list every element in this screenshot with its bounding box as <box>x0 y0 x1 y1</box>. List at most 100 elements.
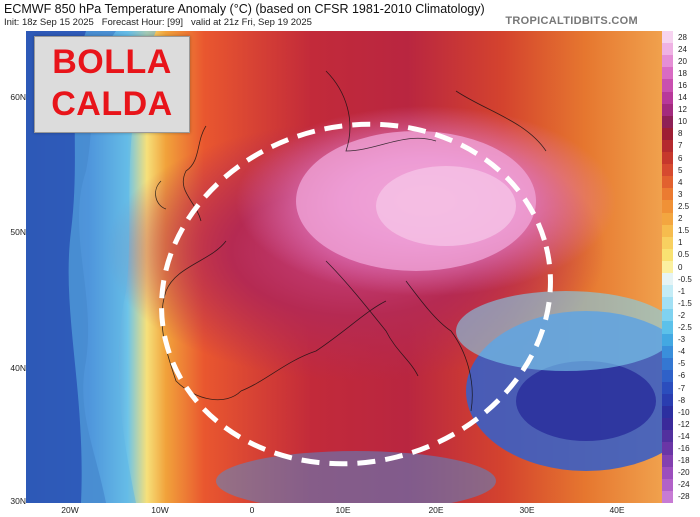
colorbar-tick-label: 2.5 <box>678 201 690 211</box>
colorbar-tick-label: -2.5 <box>678 323 692 332</box>
map-header: ECMWF 850 hPa Temperature Anomaly (°C) (… <box>0 0 700 30</box>
colorbar-segment <box>662 224 673 238</box>
colorbar-segment <box>662 200 673 214</box>
colorbar-segment <box>662 490 673 504</box>
colorbar-segment <box>662 442 673 456</box>
lon-label-10e: 10E <box>335 505 351 515</box>
map-graphics <box>26 31 662 503</box>
colorbar-tick-label: -2 <box>678 310 686 320</box>
sahara-cool <box>216 451 496 503</box>
colorbar-segment <box>662 260 673 274</box>
lon-label-20e: 20E <box>428 505 444 515</box>
colorbar-tick-label: -1.5 <box>678 298 692 308</box>
colorbar-segment <box>662 345 673 359</box>
colorbar-tick-label: 2 <box>678 214 683 224</box>
colorbar-segment <box>662 406 673 419</box>
colorbar-tick-label: 18 <box>678 68 687 78</box>
colorbar-tick-label: 10 <box>678 117 687 127</box>
east-cold-core <box>516 361 656 441</box>
lon-label-10w: 10W <box>151 505 169 515</box>
forecast-hour: Forecast Hour: [99] <box>101 17 184 28</box>
bolla-calda-label: BOLLA CALDA <box>34 36 190 133</box>
colorbar-segment <box>662 430 673 443</box>
colorbar-tick-label: 16 <box>678 80 687 90</box>
valid-time: valid at 21z Fri, Sep 19 2025 <box>190 17 312 28</box>
atlantic-cool-band <box>68 31 156 503</box>
colorbar-segment <box>662 127 673 141</box>
colorbar-tick-label: 20 <box>678 56 687 66</box>
hot-bubble-outline <box>159 121 553 467</box>
colorbar-segment <box>662 478 673 492</box>
colorbar-tick-label: -3 <box>678 335 686 345</box>
overlay-line-2: CALDA <box>51 85 173 123</box>
colorbar-segment <box>662 236 673 250</box>
east-cool-ring <box>456 291 662 371</box>
colorbar-segment <box>662 164 673 177</box>
colorbar-segment <box>662 188 673 201</box>
colorbar-segment <box>662 394 673 407</box>
colorbar-segment <box>662 381 673 395</box>
colorbar-segment <box>662 309 673 322</box>
lon-label-30e: 30E <box>519 505 535 515</box>
colorbar-tick-label: -6 <box>678 371 686 381</box>
lat-label-40n: 40N <box>10 363 26 373</box>
colorbar-tick-label: 28 <box>678 32 687 42</box>
colorbar-segment <box>662 79 673 92</box>
colorbar-segment <box>662 152 673 165</box>
colorbar-tick-label: 5 <box>678 165 683 175</box>
warm-core-inner <box>376 166 516 246</box>
colorbar-tick-label: -0.5 <box>678 274 692 284</box>
colorbar-tick-label: -7 <box>678 383 686 393</box>
colorbar-segment <box>662 248 673 262</box>
colorbar-segment <box>662 43 673 56</box>
colorbar-tick-label: 3 <box>678 189 683 199</box>
map-title: ECMWF 850 hPa Temperature Anomaly (°C) (… <box>4 2 485 16</box>
colorbar-tick-label: -20 <box>678 468 690 478</box>
colorbar-segment <box>662 139 673 153</box>
colorbar-tick-label: -14 <box>678 431 690 441</box>
colorbar-tick-label: -18 <box>678 456 690 466</box>
colorbar-segment <box>662 103 673 117</box>
overlay-line-1: BOLLA <box>52 43 172 81</box>
colorbar-segment <box>662 31 673 44</box>
lat-label-30n: 30N <box>10 496 26 506</box>
colorbar-tick-label: -24 <box>678 480 690 490</box>
coastlines <box>155 70 547 412</box>
colorbar-tick-label: 1 <box>678 238 683 248</box>
init-time: Init: 18z Sep 15 2025 <box>4 17 94 28</box>
colorbar-segment <box>662 297 673 310</box>
colorbar-tick-label: 12 <box>678 105 687 115</box>
colorbar <box>662 31 673 504</box>
colorbar-tick-label: 4 <box>678 177 683 187</box>
colorbar-segment <box>662 55 673 68</box>
lon-label-0: 0 <box>249 505 255 515</box>
colorbar-segment <box>662 67 673 80</box>
colorbar-segment <box>662 418 673 431</box>
colorbar-segment <box>662 466 673 480</box>
colorbar-tick-label: -10 <box>678 407 690 417</box>
colorbar-tick-label: -1 <box>678 286 686 296</box>
colorbar-tick-label: 0.5 <box>678 250 690 260</box>
colorbar-tick-label: 8 <box>678 129 683 139</box>
colorbar-segment <box>662 212 673 226</box>
colorbar-segment <box>662 285 673 298</box>
colorbar-segment <box>662 333 673 347</box>
colorbar-segment <box>662 91 673 105</box>
colorbar-segment <box>662 369 673 383</box>
lon-label-20w: 20W <box>61 505 79 515</box>
colorbar-segment <box>662 454 673 468</box>
colorbar-tick-label: 7 <box>678 141 683 151</box>
colorbar-segment <box>662 115 673 129</box>
colorbar-segment <box>662 176 673 189</box>
colorbar-tick-label: -28 <box>678 492 690 502</box>
colorbar-segment <box>662 357 673 371</box>
colorbar-tick-label: 0 <box>678 262 683 272</box>
colorbar-tick-label: -12 <box>678 419 690 429</box>
colorbar-tick-label: 14 <box>678 93 687 103</box>
lat-label-60n: 60N <box>10 92 26 102</box>
colorbar-segment <box>662 321 673 335</box>
colorbar-tick-label: 24 <box>678 44 687 54</box>
anomaly-map <box>26 31 662 503</box>
colorbar-tick-label: 6 <box>678 153 683 163</box>
colorbar-tick-label: -8 <box>678 395 686 405</box>
